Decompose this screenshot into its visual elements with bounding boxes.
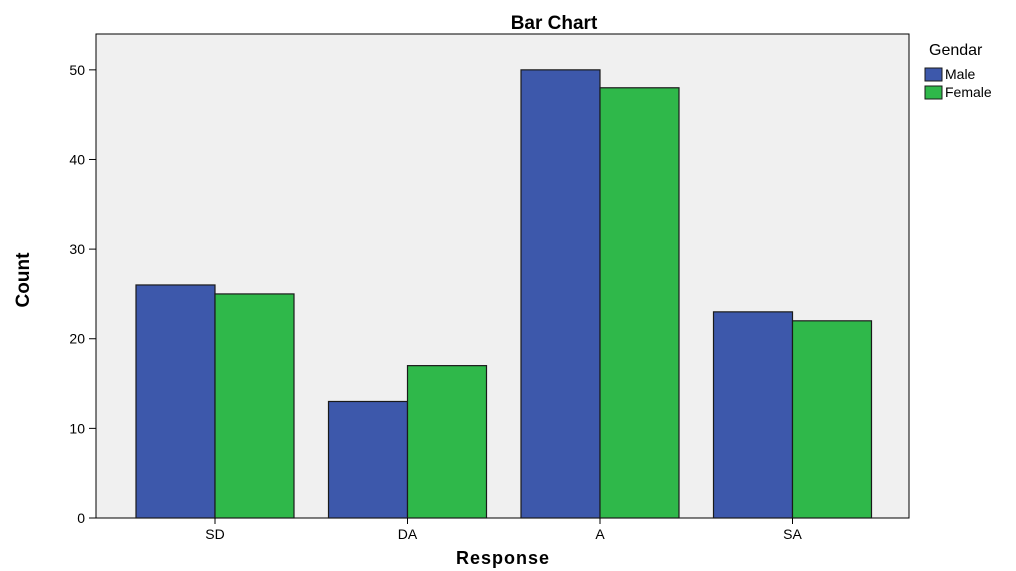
legend: Gendar Male Female (924, 42, 992, 100)
x-axis-title: Response (456, 548, 550, 568)
x-tick-label-sd: SD (205, 526, 224, 542)
bar-sa-female (791, 320, 873, 519)
x-tick-label-sa: SA (783, 526, 802, 542)
bar-a-female (599, 87, 680, 519)
y-tick-label: 40 (69, 151, 85, 167)
legend-swatch-male (924, 67, 943, 82)
y-tick-label: 50 (69, 62, 85, 78)
legend-title: Gendar (929, 42, 983, 59)
legend-label-female: Female (945, 84, 992, 100)
bar-a-male (520, 69, 601, 519)
y-tick-label: 10 (69, 420, 85, 436)
y-tick-label: 30 (69, 241, 85, 257)
bar-da-male (327, 400, 409, 519)
bar-sd-female (214, 293, 295, 519)
x-axis: SD DA A SA (205, 518, 802, 542)
bars-group (135, 69, 873, 519)
bar-sd-male (135, 284, 216, 519)
bar-da-female (406, 365, 488, 519)
y-axis-title: Count (13, 252, 34, 308)
y-axis: 0 10 20 30 40 50 (69, 34, 97, 526)
x-tick-label-a: A (595, 526, 605, 542)
legend-label-male: Male (945, 66, 976, 82)
legend-swatch-female (924, 85, 943, 100)
bar-sa-male (712, 311, 794, 519)
chart-title: Bar Chart (511, 13, 598, 34)
y-tick-label: 20 (69, 331, 85, 347)
y-tick-label: 0 (77, 510, 85, 526)
x-tick-label-da: DA (398, 526, 418, 542)
